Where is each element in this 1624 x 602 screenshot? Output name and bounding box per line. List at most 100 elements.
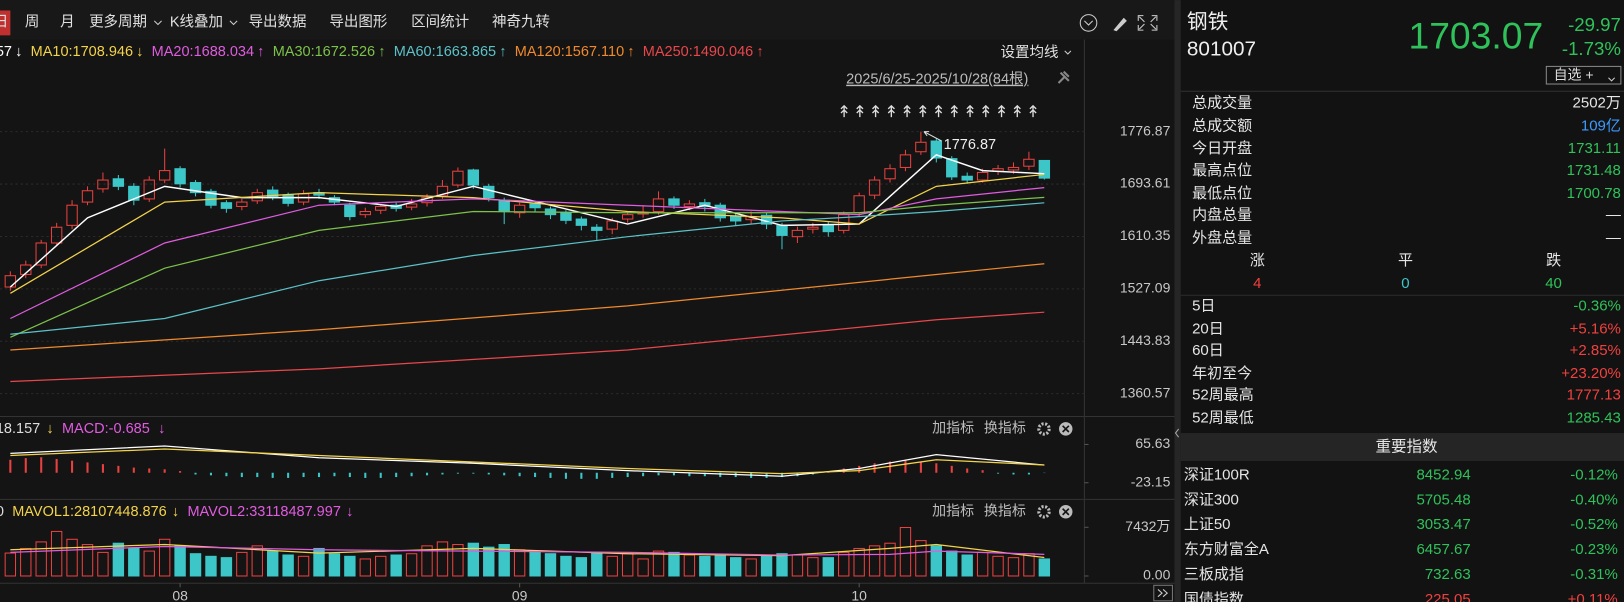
x-tick-label: 10 (851, 587, 867, 602)
index-name[interactable]: 深证100R (1184, 466, 1250, 483)
signal-marker (872, 104, 880, 118)
return-label: 年初至今 (1192, 365, 1252, 382)
volume-bar (375, 555, 387, 577)
export-image[interactable]: 导出图形 (329, 14, 387, 31)
switch-indicator[interactable]: 换指标 (984, 420, 1026, 436)
candle-body (946, 158, 958, 178)
add-indicator[interactable]: 加指标 (932, 420, 974, 436)
legend-arrow: ↓ (346, 504, 353, 520)
signal-marker (950, 104, 958, 118)
splitter[interactable] (1174, 0, 1181, 602)
period-tab[interactable]: 日 (0, 15, 8, 31)
export-data[interactable]: 导出数据 (249, 14, 307, 31)
signal-marker (887, 104, 895, 118)
volume-bar (946, 550, 958, 577)
volume-bar (421, 545, 433, 577)
index-name[interactable]: 上证50 (1184, 516, 1231, 533)
legend-entry: MAVOL2:33118487.997 (187, 504, 340, 520)
candle-body (915, 141, 927, 153)
chevron (1064, 50, 1072, 55)
switch-indicator[interactable]: 换指标 (984, 502, 1026, 518)
candle-body (976, 171, 989, 181)
index-value: 732.63 (1425, 566, 1471, 583)
price-change: -29.97 (1568, 14, 1621, 35)
index-name[interactable]: 深证300 (1184, 491, 1239, 508)
toolbar (0, 0, 1175, 40)
annotation-label: 1776.87 (944, 137, 996, 153)
fullscreen-icon[interactable] (1137, 15, 1158, 31)
range-stats[interactable]: 区间统计 (411, 14, 469, 31)
scroll-button[interactable] (1153, 584, 1173, 602)
index-name[interactable]: 三板成指 (1184, 565, 1244, 583)
pin-icon[interactable] (1057, 70, 1070, 84)
volume-bar (606, 555, 618, 577)
ma-settings[interactable]: 设置均线 (1001, 44, 1059, 61)
candle-body (375, 205, 387, 211)
index-change: -0.31% (1570, 566, 1618, 583)
watch-button[interactable] (1545, 65, 1622, 85)
return-value: +23.20% (1561, 365, 1621, 382)
legend-entry: MA250:1490.046 (643, 44, 753, 60)
add-indicator[interactable]: 加指标 (932, 502, 974, 518)
signal-marker (919, 104, 927, 118)
legend-entry: MA120:1567.110 (515, 44, 624, 60)
stat-value: 1731.11 (1568, 140, 1621, 157)
stat-label: 最低点位 (1192, 185, 1252, 202)
candle-body (791, 229, 804, 238)
range-label[interactable]: 2025/6/25-2025/10/28(84根) (846, 71, 1028, 88)
x-tick-label: 09 (512, 587, 528, 602)
index-name[interactable]: 东方财富全A (1184, 540, 1269, 558)
gear-icon[interactable] (1037, 505, 1051, 519)
candle-body (405, 203, 418, 208)
signal-marker (903, 104, 911, 118)
indices-title: 重要指数 (1375, 438, 1438, 456)
price-change-pct: -1.73% (1562, 38, 1621, 59)
more-periods[interactable]: 更多周期 (89, 14, 147, 31)
signal-marker (840, 104, 848, 118)
candle-body (822, 224, 834, 233)
candle-body (143, 179, 155, 200)
legend-arrow: ↓ (46, 421, 53, 437)
collapse-arrow[interactable] (1174, 428, 1180, 438)
magic-nine[interactable]: 神奇九转 (492, 14, 550, 31)
legend-entry: MAVOL1:28107448.876 (12, 504, 167, 520)
return-label: 60日 (1192, 342, 1224, 359)
volume-bar (637, 558, 649, 577)
active-tab[interactable] (0, 10, 11, 36)
volume-bar (498, 544, 510, 577)
index-value: 8452.94 (1416, 466, 1470, 483)
candle-body (436, 185, 449, 197)
period-tab[interactable]: 月 (60, 15, 74, 31)
collapse-icon[interactable] (1079, 14, 1098, 32)
candle-body (282, 194, 294, 204)
volume-bar (205, 555, 217, 577)
candle-body (66, 204, 78, 226)
volume-bar (328, 553, 341, 577)
volume-bar (699, 555, 711, 577)
candle-body (1007, 166, 1020, 171)
gear-icon[interactable] (1037, 422, 1051, 436)
volume-bar (483, 546, 495, 577)
period-tab[interactable]: 周 (25, 15, 40, 31)
ma-legend: 57↓MA10:1708.946↓MA20:1688.034↑MA30:1672… (0, 44, 764, 60)
volume-bar (930, 545, 943, 577)
k-overlay[interactable]: K线叠加 (170, 14, 223, 31)
candle-body (483, 185, 495, 199)
scroll-arrows (1157, 589, 1169, 598)
index-value: 225.05 (1425, 591, 1471, 602)
indicator-line (10, 448, 1045, 475)
indicator-line (10, 173, 1045, 294)
return-value: 1777.13 (1567, 387, 1621, 404)
breadth-header: 跌 (1546, 252, 1561, 269)
index-name[interactable]: 国债指数 (1184, 591, 1244, 602)
legend-arrow: ↓ (136, 44, 143, 60)
volume-bar (20, 547, 32, 577)
volume-bar (884, 542, 896, 577)
volume-bar (776, 553, 788, 577)
chart-area[interactable]: 1776.87 1693.61 1610.35 1527.09 1443.83 1360.… (0, 44, 1171, 602)
index-value: 3053.47 (1416, 516, 1470, 533)
legend-entry: MA10:1708.946 (31, 44, 133, 60)
indices-table: 深证100R 8452.94 -0.12% 深证300 5705.48 -0.4… (1184, 466, 1618, 602)
draw-icon[interactable] (1113, 17, 1127, 32)
